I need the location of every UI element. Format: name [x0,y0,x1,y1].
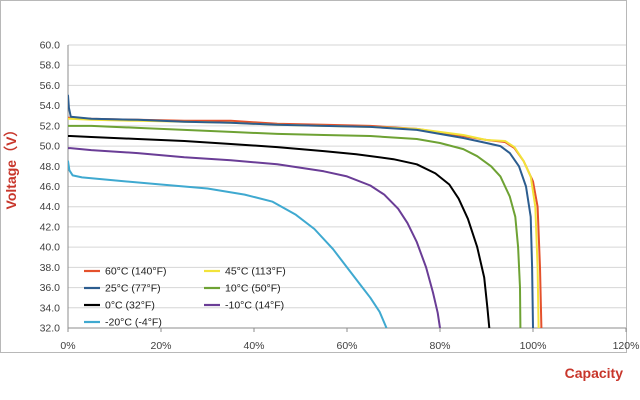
legend-label: 0°C (32°F) [105,300,155,312]
x-tick-label: 120% [613,340,640,352]
y-tick-label: 56.0 [40,80,61,92]
legend-label: 45°C (113°F) [225,266,286,278]
legend-label: -20°C (-4°F) [105,317,162,329]
x-tick-label: 20% [150,340,171,352]
y-tick-label: 34.0 [40,302,61,314]
y-tick-label: 36.0 [40,282,61,294]
legend-label: 60°C (140°F) [105,266,167,278]
x-tick-label: 80% [429,340,450,352]
y-tick-label: 52.0 [40,120,61,132]
y-axis-tick-labels: 32.0 34.0 36.0 38.0 40.0 42.0 44.0 46.0 48.0 50.0… [40,40,61,335]
x-axis-title: Capacity [565,365,624,381]
series-line-4 [68,135,491,328]
y-tick-label: 42.0 [40,221,61,233]
legend-label: 10°C (50°F) [225,283,281,295]
x-tick-label: 100% [520,340,547,352]
y-tick-label: 40.0 [40,242,61,254]
series-line-6 [68,160,388,328]
series-line-2 [68,94,534,328]
y-tick-label: 46.0 [40,181,61,193]
legend-label: -10°C (14°F) [225,300,284,312]
y-tick-label: 32.0 [40,323,61,335]
y-tick-label: 50.0 [40,141,61,153]
series-lines [68,94,543,328]
y-axis-title: Voltage（V） [3,123,19,210]
y-tick-label: 54.0 [40,100,61,112]
y-tick-label: 44.0 [40,201,61,213]
legend-label: 25°C (77°F) [105,283,161,295]
x-tick-label: 40% [243,340,264,352]
legend: 60°C (140°F) 25°C (77°F) 0°C (32°F) -20°C (… [84,266,286,329]
series-line-5 [68,147,441,328]
chart-border [0,0,627,353]
x-tick-label: 60% [336,340,357,352]
x-axis-tick-labels: 0% 20% 40% 60% 80% 100% 120% [60,340,639,352]
series-line-3 [68,124,522,328]
x-tick-label: 0% [60,340,75,352]
y-tick-label: 38.0 [40,262,61,274]
y-tick-label: 48.0 [40,161,61,173]
y-tick-label: 58.0 [40,60,61,72]
y-tick-label: 60.0 [40,40,61,52]
